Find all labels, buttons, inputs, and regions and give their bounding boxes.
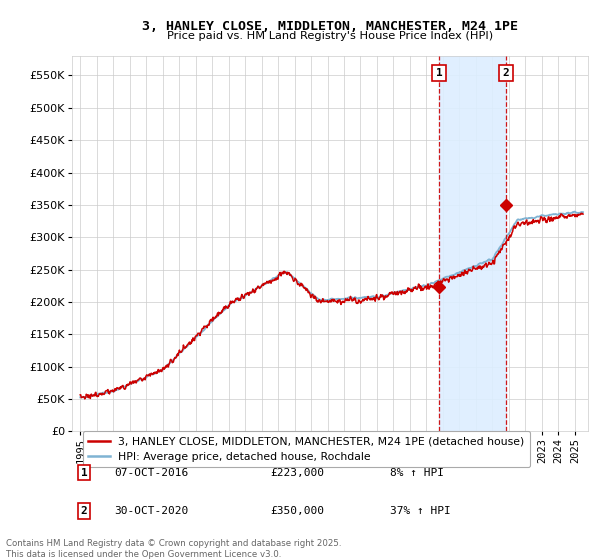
Text: Price paid vs. HM Land Registry's House Price Index (HPI): Price paid vs. HM Land Registry's House … xyxy=(167,31,493,41)
Text: 1: 1 xyxy=(436,68,443,78)
Text: 2: 2 xyxy=(503,68,509,78)
Text: Contains HM Land Registry data © Crown copyright and database right 2025.
This d: Contains HM Land Registry data © Crown c… xyxy=(6,539,341,559)
Bar xyxy=(439,56,506,431)
Text: £350,000: £350,000 xyxy=(270,506,324,516)
Text: 07-OCT-2016: 07-OCT-2016 xyxy=(114,468,188,478)
Text: 30-OCT-2020: 30-OCT-2020 xyxy=(114,506,188,516)
Text: 2: 2 xyxy=(80,506,88,516)
Legend: 3, HANLEY CLOSE, MIDDLETON, MANCHESTER, M24 1PE (detached house), HPI: Average p: 3, HANLEY CLOSE, MIDDLETON, MANCHESTER, … xyxy=(83,431,530,467)
Text: 1: 1 xyxy=(80,468,88,478)
Text: £223,000: £223,000 xyxy=(270,468,324,478)
Text: 3, HANLEY CLOSE, MIDDLETON, MANCHESTER, M24 1PE: 3, HANLEY CLOSE, MIDDLETON, MANCHESTER, … xyxy=(142,20,518,32)
Text: 8% ↑ HPI: 8% ↑ HPI xyxy=(390,468,444,478)
Text: 37% ↑ HPI: 37% ↑ HPI xyxy=(390,506,451,516)
